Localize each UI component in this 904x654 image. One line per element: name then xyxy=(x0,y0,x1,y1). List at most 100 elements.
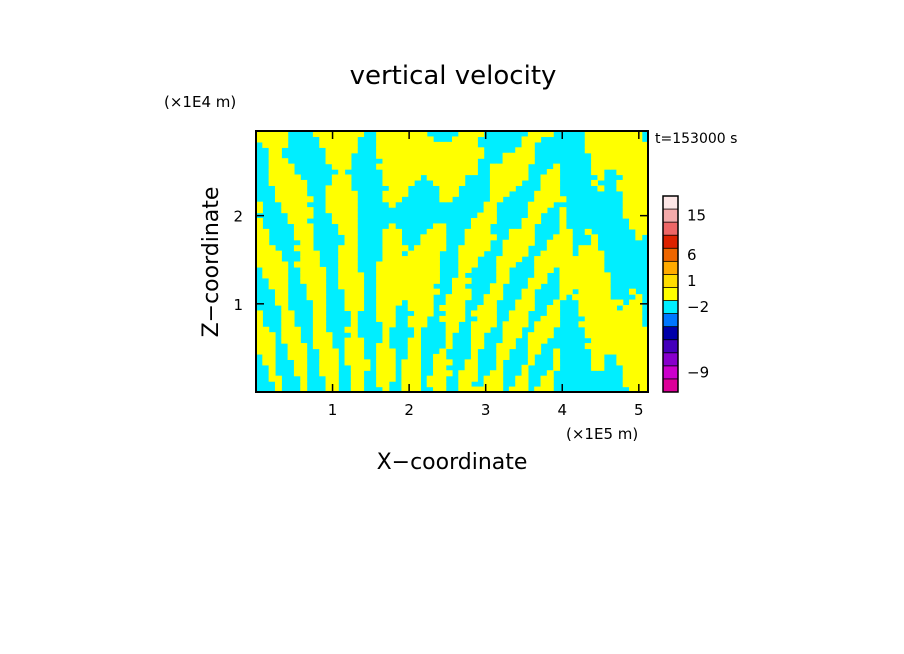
field-cell-positive xyxy=(515,147,523,154)
field-cell-positive xyxy=(306,245,314,252)
field-cell-positive xyxy=(508,185,516,192)
field-cell-positive xyxy=(344,343,352,350)
field-cell-positive xyxy=(553,310,561,317)
field-cell-positive xyxy=(521,158,529,165)
field-cell-positive xyxy=(629,359,636,366)
field-cell-positive xyxy=(578,256,586,263)
field-cell-positive xyxy=(256,201,263,208)
field-cell-positive xyxy=(445,179,453,186)
field-cell-positive xyxy=(641,152,648,159)
field-cell-positive xyxy=(591,256,599,263)
field-cell-positive xyxy=(470,147,478,154)
field-cell-positive xyxy=(395,288,403,295)
field-cell-positive xyxy=(458,163,466,170)
field-cell-positive xyxy=(635,228,643,235)
field-cell-positive xyxy=(395,190,403,197)
field-cell-positive xyxy=(527,343,535,350)
field-cell-positive xyxy=(256,131,263,138)
field-cell-positive xyxy=(274,196,282,203)
field-cell-positive xyxy=(445,169,453,176)
field-cell-positive xyxy=(591,261,599,268)
field-cell-positive xyxy=(325,131,333,138)
field-cell-positive xyxy=(281,332,289,339)
field-cell-positive xyxy=(357,348,365,355)
field-cell-positive xyxy=(319,326,327,333)
field-cell-positive xyxy=(597,359,605,366)
field-cell-positive xyxy=(553,190,561,197)
field-cell-positive xyxy=(382,196,390,203)
field-cell-positive xyxy=(641,228,648,235)
field-cell-positive xyxy=(452,147,459,154)
field-cell-positive xyxy=(268,174,276,181)
field-cell-positive xyxy=(565,261,573,268)
field-cell-positive xyxy=(515,152,523,159)
field-cell-positive xyxy=(344,305,352,312)
field-cell-positive xyxy=(281,288,289,295)
field-cell-positive xyxy=(559,283,567,290)
field-cell-positive xyxy=(281,283,289,290)
field-cell-positive xyxy=(452,158,459,165)
field-cell-positive xyxy=(629,370,636,377)
field-cell-positive xyxy=(553,174,561,181)
field-cell-positive xyxy=(287,315,295,322)
field-cell-positive xyxy=(483,201,491,208)
field-cell-positive xyxy=(489,315,497,322)
field-cell-positive xyxy=(610,315,617,322)
field-cell-positive xyxy=(527,353,535,360)
field-cell-positive xyxy=(559,207,567,214)
field-cell-positive xyxy=(433,266,440,273)
field-cell-positive xyxy=(395,256,403,263)
field-cell-positive xyxy=(489,299,497,306)
field-cell-positive xyxy=(319,332,327,339)
field-cell-positive xyxy=(414,310,421,317)
field-cell-positive xyxy=(350,218,358,225)
field-cell-positive xyxy=(534,136,542,143)
field-cell-positive xyxy=(407,386,415,392)
field-cell-positive xyxy=(527,277,535,284)
field-cell-positive xyxy=(357,131,365,138)
field-cell-positive xyxy=(597,343,605,350)
colorbar-level xyxy=(663,196,678,210)
field-cell-positive xyxy=(597,147,605,154)
field-cell-positive xyxy=(268,343,276,350)
field-cell-positive xyxy=(603,343,611,350)
field-cell-positive xyxy=(319,299,327,306)
field-cell-positive xyxy=(300,348,308,355)
field-cell-positive xyxy=(603,131,611,138)
field-cell-positive xyxy=(293,326,301,333)
field-cell-positive xyxy=(287,174,295,181)
field-cell-positive xyxy=(584,228,592,235)
field-cell-positive xyxy=(338,179,346,186)
field-cell-positive xyxy=(401,174,409,181)
field-cell-positive xyxy=(496,283,504,290)
x-tick-label: 1 xyxy=(328,401,338,419)
field-cell-positive xyxy=(578,250,586,257)
field-cell-positive xyxy=(350,310,358,317)
field-cell-positive xyxy=(420,131,428,138)
field-cell-positive xyxy=(527,234,535,241)
field-cell-positive xyxy=(433,163,440,170)
field-cell-positive xyxy=(414,321,421,328)
field-cell-positive xyxy=(515,326,523,333)
field-cell-positive xyxy=(395,152,403,159)
field-cell-positive xyxy=(470,228,478,235)
field-cell-positive xyxy=(489,310,497,317)
field-cell-positive xyxy=(515,158,523,165)
field-cell-positive xyxy=(420,141,428,148)
field-cell-positive xyxy=(262,261,270,268)
field-cell-positive xyxy=(502,179,510,186)
field-cell-positive xyxy=(603,348,611,355)
field-cell-positive xyxy=(262,332,270,339)
field-cell-positive xyxy=(629,381,636,388)
field-cell-positive xyxy=(344,174,352,181)
field-cell-positive xyxy=(376,152,384,159)
field-cell-positive xyxy=(521,288,529,295)
colorbar-tick-label: −9 xyxy=(687,363,709,381)
field-cell-positive xyxy=(338,163,346,170)
field-cell-positive xyxy=(401,147,409,154)
field-cell-positive xyxy=(306,228,314,235)
field-cell-positive xyxy=(591,169,599,176)
field-cell-positive xyxy=(527,223,535,230)
field-cell-positive xyxy=(306,207,314,214)
field-cell-positive xyxy=(641,207,648,214)
